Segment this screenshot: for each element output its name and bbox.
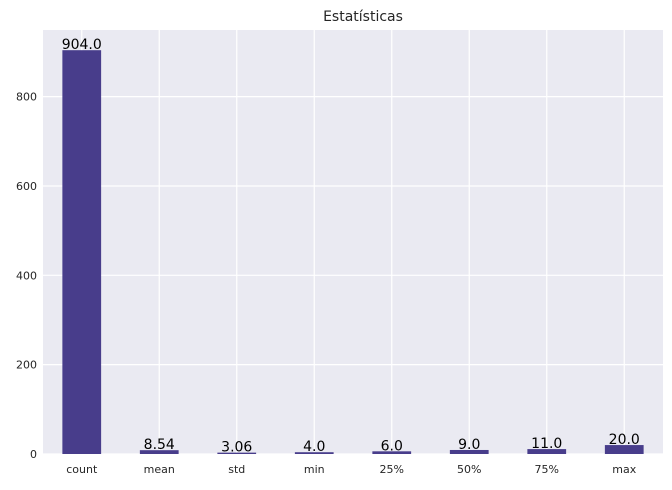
- y-tick-label: 800: [16, 91, 37, 104]
- data-label: 6.0: [381, 438, 403, 454]
- data-label: 8.54: [144, 437, 175, 453]
- bar-mean: [139, 450, 179, 454]
- y-tick-label: 0: [30, 448, 37, 461]
- data-label: 4.0: [303, 439, 325, 455]
- bar-max: [604, 445, 644, 454]
- data-label: 9.0: [458, 437, 480, 453]
- bar-75%: [527, 449, 567, 454]
- chart-title: Estatísticas: [323, 9, 403, 25]
- y-tick-label: 600: [16, 180, 37, 193]
- plot-background: [43, 30, 663, 454]
- bar-std: [217, 452, 257, 454]
- data-label: 20.0: [609, 432, 640, 448]
- x-tick-label: max: [612, 463, 636, 476]
- x-tick-label: 25%: [380, 463, 404, 476]
- bar-50%: [449, 449, 489, 454]
- x-tick-label: mean: [144, 463, 175, 476]
- x-tick-label: min: [304, 463, 325, 476]
- x-tick-label: count: [66, 463, 98, 476]
- plot-area: [43, 30, 663, 455]
- data-label: 3.06: [221, 440, 252, 456]
- x-tick-label: 50%: [457, 463, 481, 476]
- y-tick-label: 400: [16, 269, 37, 282]
- data-label: 904.0: [62, 37, 102, 53]
- x-tick-label: std: [228, 463, 245, 476]
- bar-25%: [372, 451, 412, 454]
- bar-min: [294, 452, 334, 454]
- y-tick-label: 200: [16, 359, 37, 372]
- data-label: 11.0: [531, 436, 562, 452]
- x-tick-label: 75%: [535, 463, 559, 476]
- bar-count: [62, 50, 102, 454]
